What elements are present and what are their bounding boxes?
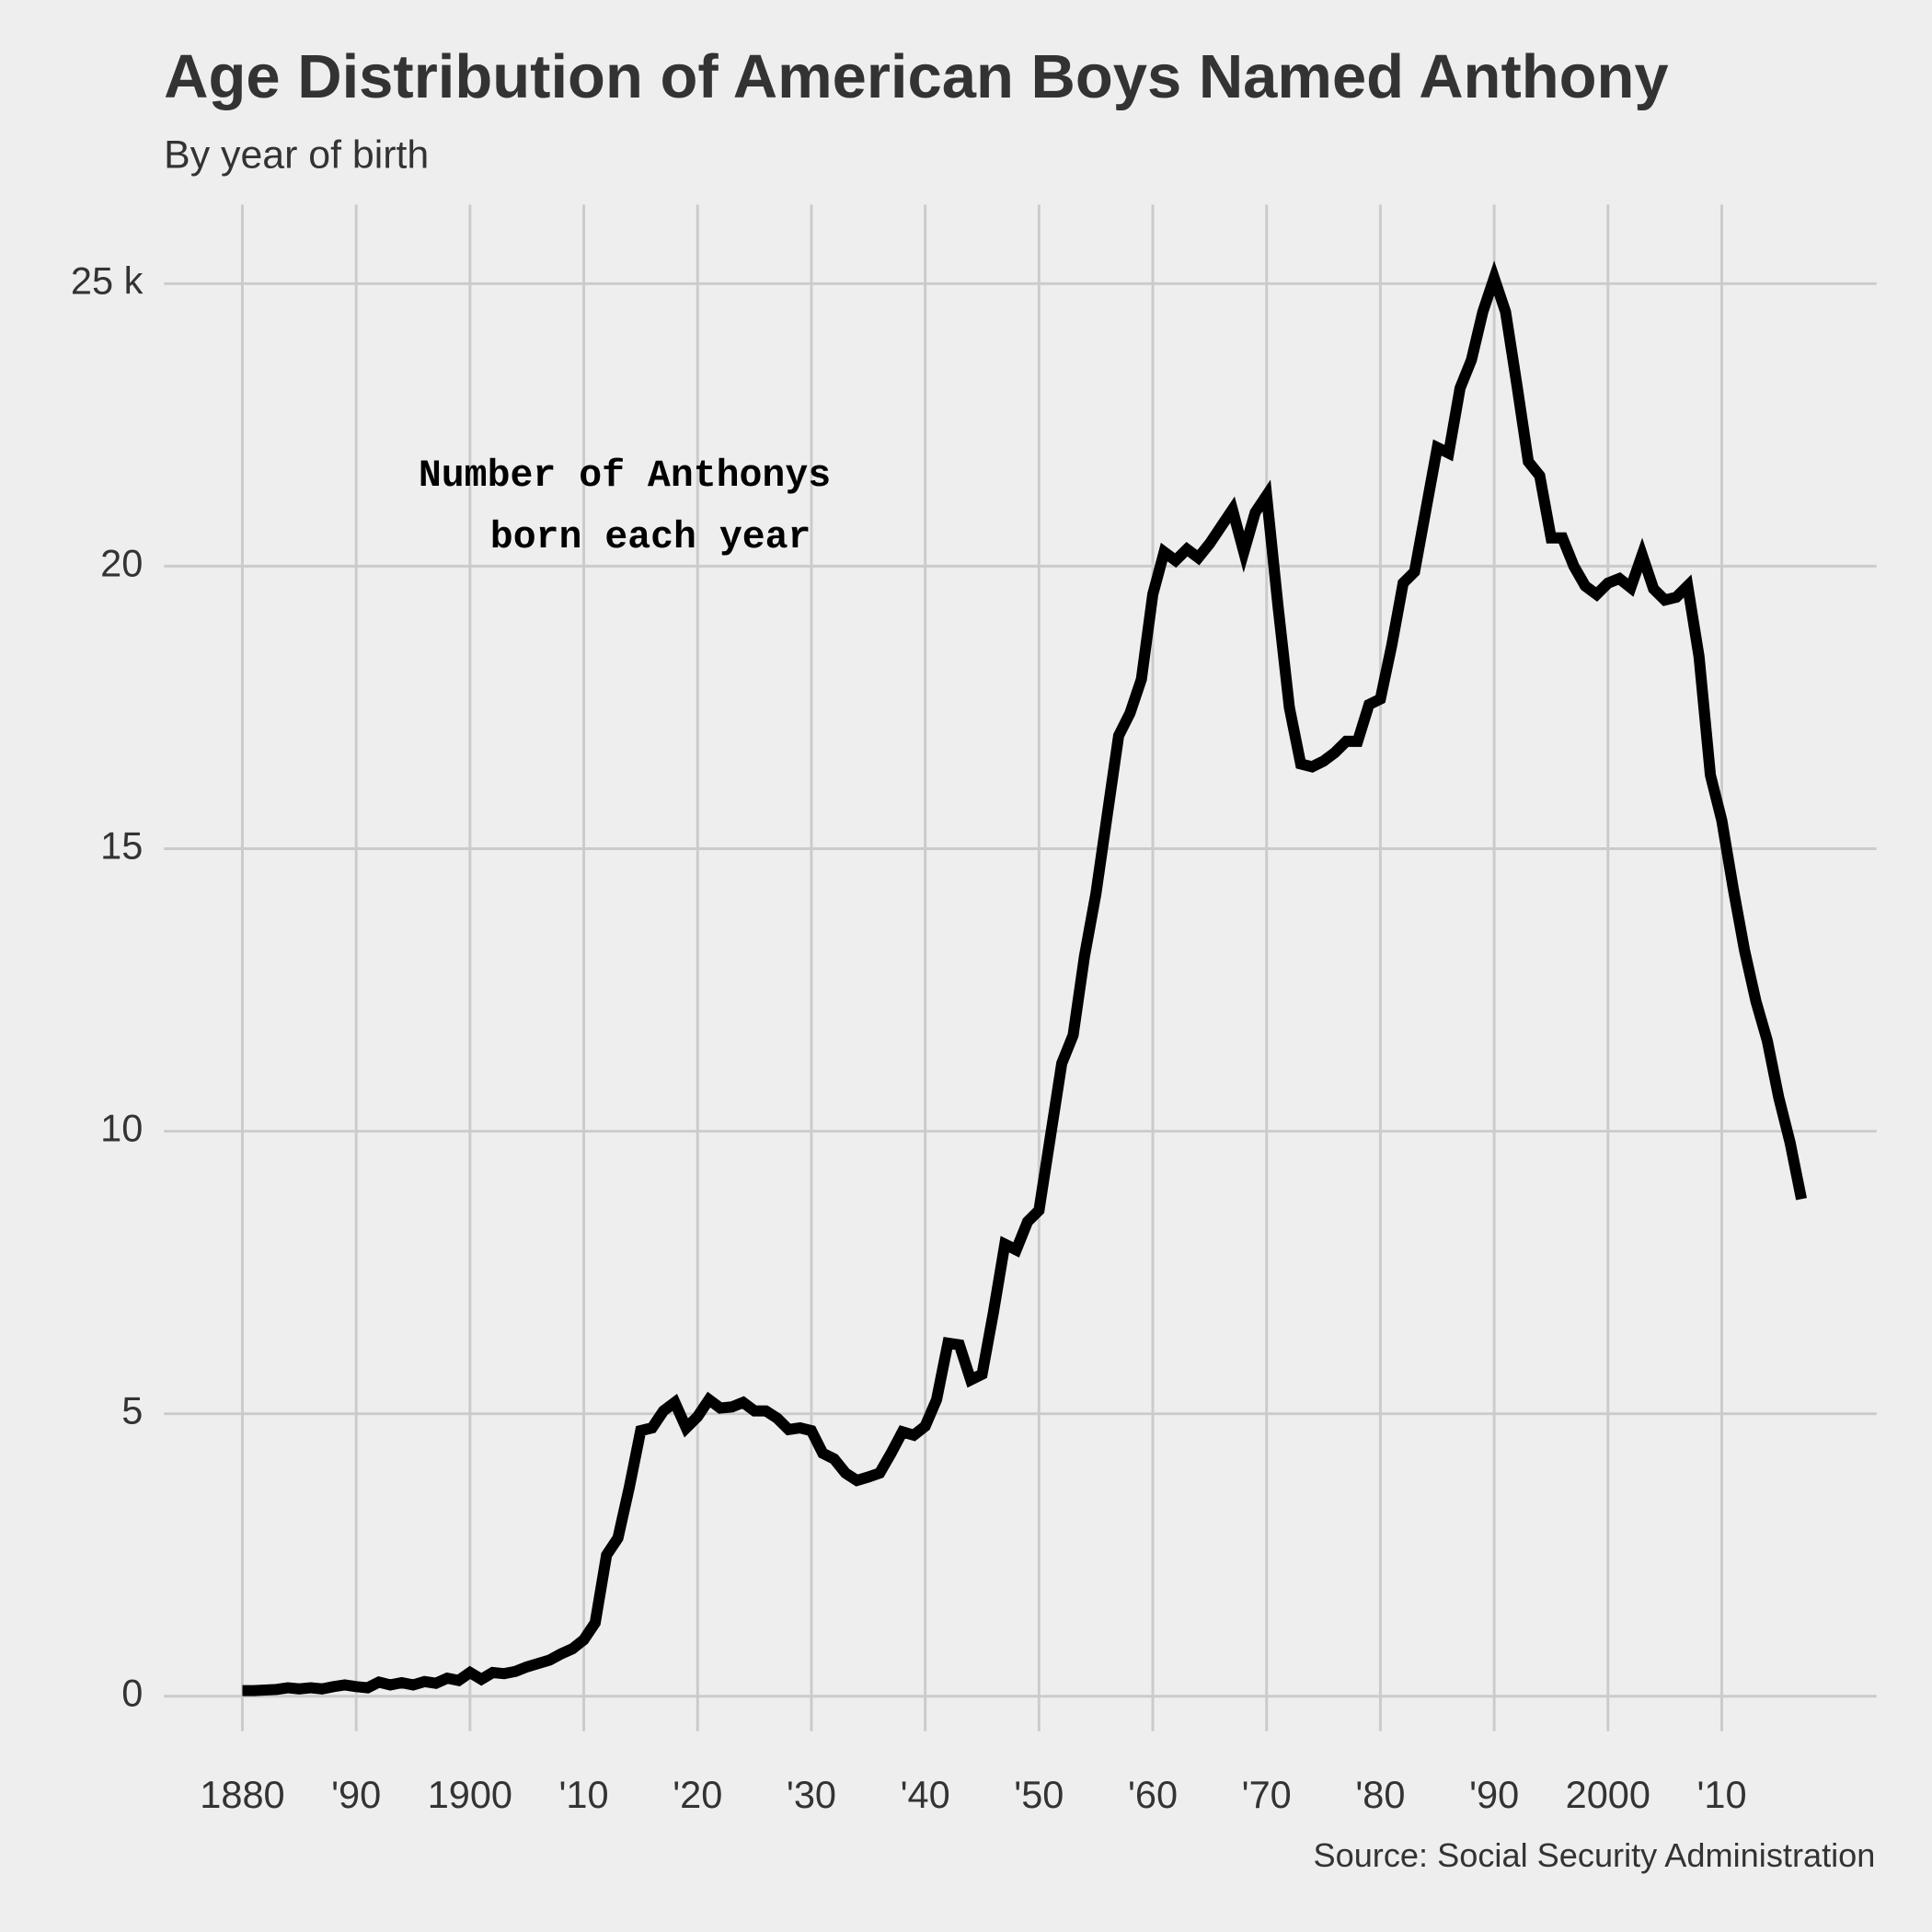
x-tick-label: '20 [673, 1773, 722, 1816]
annotation: Number of Anthonys [419, 454, 831, 498]
x-tick-label: '40 [901, 1773, 950, 1816]
x-tick-label: '90 [1469, 1773, 1519, 1816]
y-tick-label: 15 [100, 823, 143, 867]
chart-subtitle: By year of birth [164, 133, 429, 178]
source: Source: Social Security Administration [1313, 1836, 1875, 1874]
x-tick-label: '30 [787, 1773, 836, 1816]
x-tick-label: 1880 [200, 1773, 284, 1816]
y-tick-label: 25 k [71, 259, 144, 302]
y-tick-label: 5 [121, 1389, 143, 1432]
x-tick-label: '10 [1696, 1773, 1746, 1816]
x-tick-label: '50 [1014, 1773, 1064, 1816]
series-line [242, 260, 1807, 1696]
x-tick-label: '80 [1355, 1773, 1405, 1816]
x-tick-label: '90 [331, 1773, 381, 1816]
x-tick-label: '60 [1128, 1773, 1178, 1816]
y-tick-label: 0 [121, 1672, 143, 1715]
y-tick-label: 20 [100, 541, 143, 584]
y-tick-label: 10 [100, 1107, 143, 1150]
annotation: born each year [490, 516, 811, 559]
x-tick-label: '10 [559, 1773, 609, 1816]
x-tick-label: 2000 [1566, 1773, 1650, 1816]
x-tick-label: 1900 [428, 1773, 512, 1816]
x-tick-label: '70 [1242, 1773, 1292, 1816]
chart-title: Age Distribution of American Boys Named … [164, 42, 1669, 111]
